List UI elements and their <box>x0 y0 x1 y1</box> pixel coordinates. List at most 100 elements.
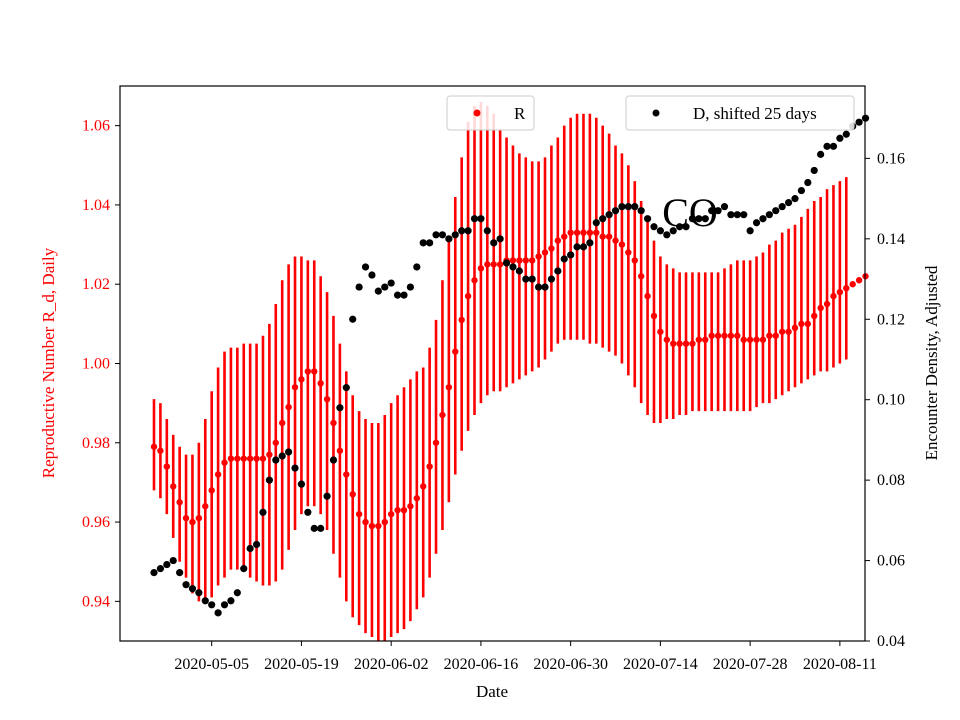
r-point <box>561 233 568 240</box>
r-point <box>593 229 600 236</box>
d-point <box>720 203 729 211</box>
y-tick-right-label: 0.04 <box>877 633 905 650</box>
d-point <box>579 243 588 251</box>
d-point <box>220 601 229 609</box>
r-point <box>644 292 651 300</box>
x-tick-label: 2020-06-16 <box>444 656 519 673</box>
d-point <box>355 283 363 291</box>
r-point <box>798 320 805 328</box>
d-point <box>323 492 331 500</box>
d-point <box>188 585 197 593</box>
d-point <box>515 267 523 275</box>
d-point <box>240 565 248 573</box>
r-point <box>753 336 760 343</box>
d-point <box>522 275 530 283</box>
r-point <box>195 514 203 522</box>
d-point <box>618 203 626 211</box>
d-point <box>265 476 273 484</box>
r-point <box>650 312 658 320</box>
r-point <box>221 459 228 466</box>
r-point <box>387 510 395 518</box>
y-tick-left-label: 0.98 <box>82 435 110 452</box>
d-point <box>656 227 664 235</box>
d-point <box>426 239 434 247</box>
d-point <box>509 263 517 271</box>
legend-d: D, shifted 25 days <box>625 95 855 131</box>
r-point <box>766 332 773 339</box>
d-point <box>817 150 825 158</box>
r-point <box>625 249 632 256</box>
d-point <box>297 480 306 488</box>
d-point <box>470 215 479 223</box>
legend-d-marker <box>652 109 660 117</box>
d-point <box>740 211 748 219</box>
legend-r-marker <box>473 109 481 117</box>
y-tick-right-label: 0.06 <box>877 553 905 570</box>
d-point <box>586 239 594 247</box>
d-point <box>829 142 838 150</box>
d-series-layer <box>150 114 870 617</box>
d-point <box>547 275 556 283</box>
d-point <box>823 142 831 150</box>
d-point <box>304 508 312 516</box>
d-point <box>208 601 216 609</box>
r-point <box>605 233 613 240</box>
r-point <box>266 451 273 458</box>
r-point <box>368 522 376 530</box>
r-point <box>804 320 812 328</box>
r-point <box>702 336 709 343</box>
r-point <box>541 249 549 256</box>
d-point <box>528 275 536 283</box>
r-point <box>631 257 638 264</box>
r-point <box>176 499 183 506</box>
d-point <box>233 589 241 597</box>
r-point <box>477 265 485 272</box>
d-point <box>169 556 177 565</box>
r-point <box>509 257 517 264</box>
r-point <box>259 455 267 462</box>
r-point <box>323 395 331 403</box>
d-point <box>765 211 773 219</box>
legend-d-box <box>625 95 855 131</box>
legend-d-label: D, shifted 25 days <box>693 104 817 123</box>
d-point <box>361 263 370 271</box>
d-point <box>573 243 581 251</box>
r-point <box>420 483 427 490</box>
r-point <box>714 332 722 339</box>
r-point <box>811 312 818 320</box>
y-tick-left-label: 1.04 <box>82 197 110 214</box>
r-point <box>548 245 555 252</box>
d-point <box>676 223 684 231</box>
d-point <box>163 560 171 569</box>
d-point <box>406 283 414 291</box>
d-point <box>458 227 466 235</box>
d-point <box>246 544 254 553</box>
d-point <box>445 235 453 243</box>
d-point <box>259 508 267 516</box>
y-axis-left: 0.94 0.96 0.98 1.00 1.02 1.04 1.06 <box>82 118 120 610</box>
r-point <box>464 292 472 300</box>
d-point <box>650 223 658 231</box>
y-axis-right-label: Encounter Density, Adjusted <box>922 265 941 460</box>
r-point <box>458 316 465 324</box>
r-point <box>586 229 594 236</box>
d-point <box>592 219 600 227</box>
d-point <box>252 540 261 549</box>
r-point <box>791 324 799 332</box>
d-point <box>483 227 491 235</box>
d-point <box>541 283 549 291</box>
r-point <box>573 229 581 236</box>
r-point <box>772 332 779 339</box>
r-point <box>330 419 337 427</box>
d-point <box>451 231 459 239</box>
y-axis-right: 0.04 0.06 0.08 0.10 0.12 0.14 0.16 <box>865 150 905 650</box>
x-axis: 2020-05-05 2020-05-19 2020-06-02 2020-06-16… <box>174 641 877 673</box>
d-point <box>605 211 613 219</box>
d-point <box>772 207 780 215</box>
d-point <box>669 227 677 235</box>
r-point <box>496 261 504 268</box>
d-point <box>778 203 786 211</box>
d-point <box>682 223 690 231</box>
d-point <box>637 207 645 215</box>
x-axis-label: Date <box>476 682 508 701</box>
